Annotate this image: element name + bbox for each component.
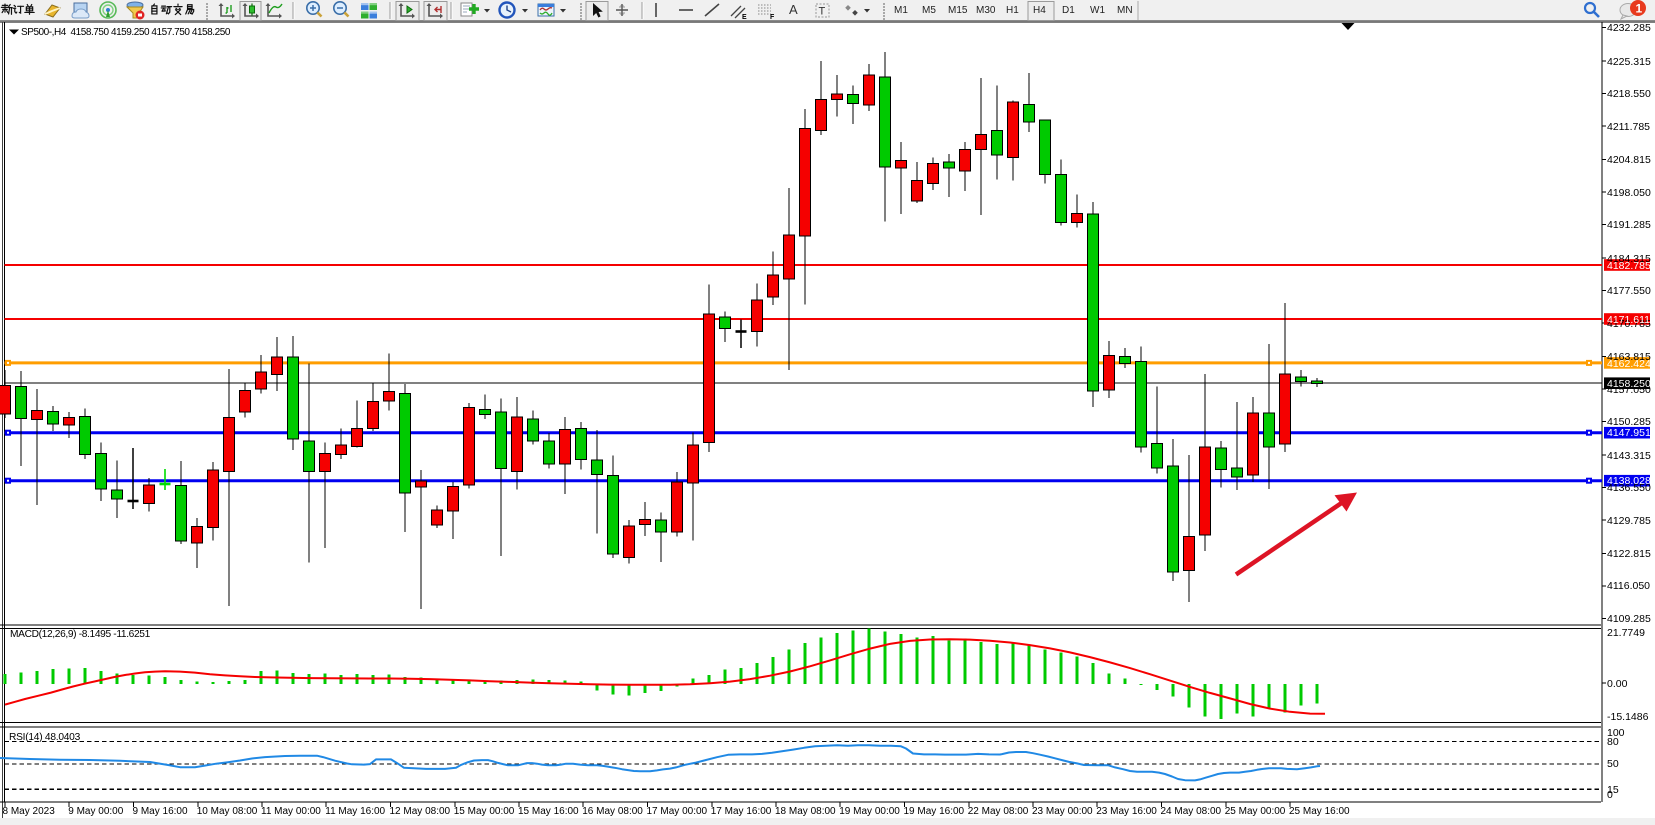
svg-text:T: T — [819, 6, 826, 18]
svg-text:E: E — [742, 14, 747, 21]
svg-text:1: 1 — [1636, 2, 1643, 16]
svg-text:F: F — [770, 14, 775, 21]
